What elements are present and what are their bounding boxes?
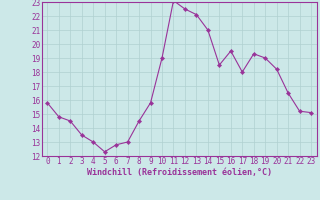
X-axis label: Windchill (Refroidissement éolien,°C): Windchill (Refroidissement éolien,°C) (87, 168, 272, 177)
